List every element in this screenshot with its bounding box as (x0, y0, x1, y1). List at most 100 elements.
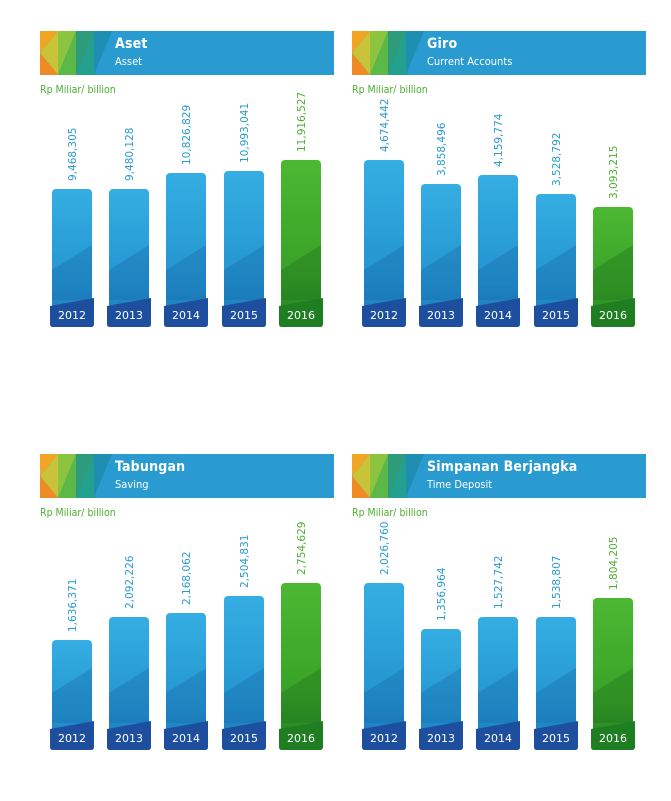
year-label: 2015 (230, 732, 258, 745)
bar-2016 (593, 598, 633, 750)
year-label: 2014 (172, 732, 200, 745)
value-label: 1,636,371 (67, 579, 79, 632)
year-label: 2015 (230, 309, 258, 322)
panel-header: Giro Current Accounts (352, 31, 646, 75)
bar-facet (478, 245, 518, 300)
bar-2016 (281, 583, 321, 750)
unit-label: Rp Miliar/ billion (352, 507, 428, 519)
year-label: 2015 (542, 309, 570, 322)
year-base (107, 298, 151, 327)
year-label: 2016 (287, 309, 315, 322)
bar-2012 (364, 160, 404, 327)
year-base (419, 298, 463, 327)
bar-facet (224, 245, 264, 300)
bar-facet (364, 668, 404, 723)
year-base (476, 298, 520, 327)
value-label: 1,804,205 (608, 537, 620, 590)
bar-chart: 2012 9,468,305 2013 9,480,128 2014 10,826,829… (50, 92, 323, 327)
bar-facet (52, 245, 92, 300)
value-label: 1,538,807 (551, 556, 563, 609)
year-base (222, 298, 266, 327)
year-base (279, 721, 323, 750)
panel-saving: Tabungan Saving Rp Miliar/ billion 2012 1… (40, 454, 334, 794)
panel-header: Aset Asset (40, 31, 334, 75)
bar-2012 (52, 189, 92, 327)
bar-facet (478, 668, 518, 723)
bar-2016 (593, 207, 633, 327)
bar-facet (593, 245, 633, 300)
year-base (222, 721, 266, 750)
chart-subtitle: Time Deposit (427, 478, 493, 491)
bar-chart: 2012 4,674,442 2013 3,858,496 2014 4,159,774 2… (362, 99, 635, 327)
bar-facet (281, 245, 321, 300)
bar-facet (536, 668, 576, 723)
year-base (362, 721, 406, 750)
bar-chart: 2012 2,026,760 2013 1,356,964 2014 1,527,742 2… (362, 522, 635, 750)
year-base (476, 721, 520, 750)
year-base (164, 298, 208, 327)
year-label: 2016 (287, 732, 315, 745)
chart-subtitle: Current Accounts (427, 55, 513, 68)
panel-header: Tabungan Saving (40, 454, 334, 498)
year-base (362, 298, 406, 327)
bar-2012 (364, 583, 404, 750)
bar-facet (281, 668, 321, 723)
panel-asset: Aset Asset Rp Miliar/ billion 2012 9,468,… (40, 31, 334, 371)
year-label: 2013 (115, 732, 143, 745)
year-label: 2016 (599, 732, 627, 745)
bar-facet (109, 668, 149, 723)
value-label: 2,026,760 (379, 522, 391, 575)
year-label: 2012 (370, 732, 398, 745)
value-label: 2,754,629 (296, 522, 308, 575)
unit-label: Rp Miliar/ billion (40, 507, 116, 519)
value-label: 9,480,128 (124, 128, 136, 181)
triangle-mosaic-icon (40, 454, 112, 498)
year-label: 2012 (370, 309, 398, 322)
year-label: 2014 (484, 309, 512, 322)
year-label: 2015 (542, 732, 570, 745)
panel-header: Simpanan Berjangka Time Deposit (352, 454, 646, 498)
triangle-mosaic-icon (40, 31, 112, 75)
value-label: 3,528,792 (551, 133, 563, 186)
bar-2013 (421, 629, 461, 750)
year-base (591, 298, 635, 327)
year-label: 2014 (484, 732, 512, 745)
year-base (591, 721, 635, 750)
value-label: 10,993,041 (239, 103, 251, 163)
bar-2013 (109, 617, 149, 750)
value-label: 1,527,742 (493, 556, 505, 609)
year-base (107, 721, 151, 750)
year-label: 2013 (427, 309, 455, 322)
bar-facet (224, 668, 264, 723)
year-base (534, 298, 578, 327)
year-label: 2013 (427, 732, 455, 745)
triangle-mosaic-icon (352, 454, 424, 498)
panel-time-deposit: Simpanan Berjangka Time Deposit Rp Milia… (352, 454, 646, 794)
year-label: 2012 (58, 309, 86, 322)
value-label: 4,674,442 (379, 99, 391, 152)
bar-chart: 2012 1,636,371 2013 2,092,226 2014 2,168,062 2… (50, 522, 323, 750)
bar-2012 (52, 640, 92, 750)
value-label: 11,916,527 (296, 92, 308, 152)
chart-title: Simpanan Berjangka (427, 459, 578, 475)
value-label: 1,356,964 (436, 567, 448, 621)
year-base (534, 721, 578, 750)
bar-facet (166, 668, 206, 723)
bar-2015 (224, 171, 264, 327)
year-base (50, 721, 94, 750)
bar-2015 (224, 596, 264, 750)
bar-2014 (166, 613, 206, 750)
value-label: 2,504,831 (239, 535, 251, 588)
chart-title: Aset (115, 36, 148, 52)
bar-facet (421, 245, 461, 300)
unit-label: Rp Miliar/ billion (40, 84, 116, 96)
unit-label: Rp Miliar/ billion (352, 84, 428, 96)
bar-facet (536, 245, 576, 300)
bar-2016 (281, 160, 321, 327)
bar-facet (593, 668, 633, 723)
value-label: 2,092,226 (124, 555, 136, 609)
year-label: 2012 (58, 732, 86, 745)
triangle-mosaic-icon (352, 31, 424, 75)
bar-2013 (421, 184, 461, 327)
year-label: 2013 (115, 309, 143, 322)
